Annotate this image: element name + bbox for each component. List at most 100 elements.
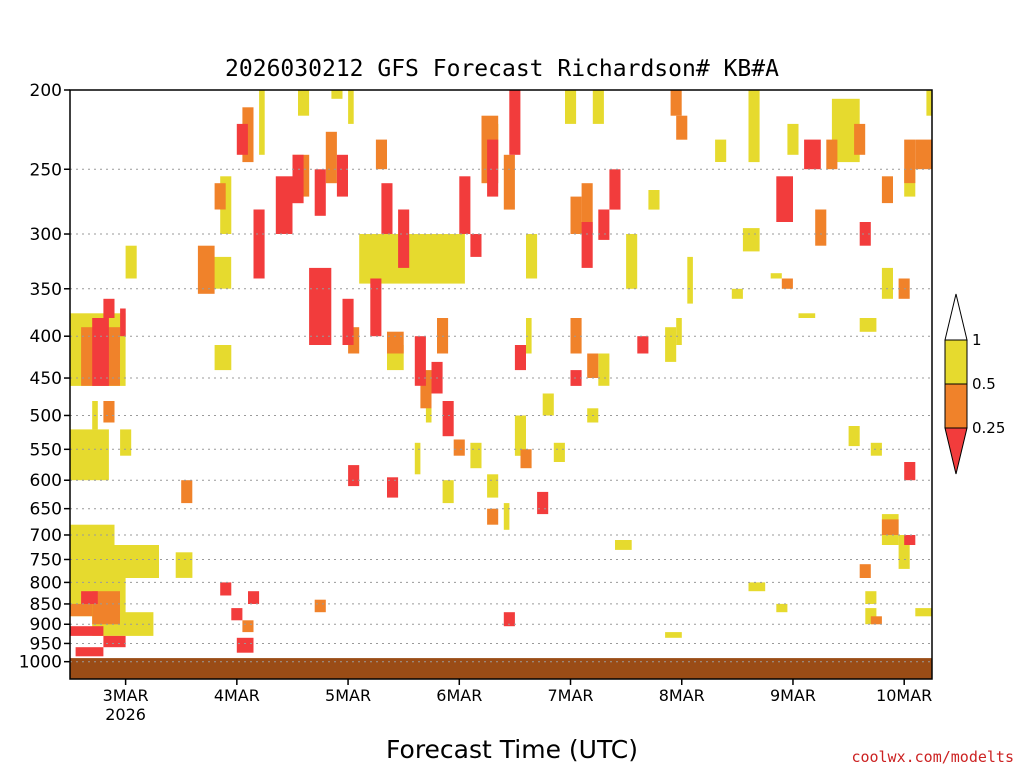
ri-cell-yellow (442, 480, 454, 504)
legend-swatch-yellow (944, 339, 968, 385)
y-tick-label: 500 (30, 406, 62, 426)
ri-cell-red (387, 477, 399, 498)
ri-cell-orange (815, 209, 827, 246)
ri-cell-yellow (787, 123, 799, 155)
legend-bottom-arrow (944, 427, 968, 475)
ri-cell-yellow (865, 591, 877, 604)
ri-cell-orange (325, 131, 337, 184)
ri-cell-yellow (359, 234, 465, 284)
y-tick-label: 200 (30, 81, 62, 101)
y-tick-label: 750 (30, 550, 62, 570)
ri-cell-orange (453, 439, 465, 456)
ri-cell-yellow (770, 273, 782, 279)
ri-cell-orange (420, 370, 432, 409)
ri-cell-yellow (870, 442, 882, 456)
ri-cell-yellow (865, 608, 877, 625)
ri-cell-yellow (798, 313, 816, 318)
ri-cell-orange (375, 139, 387, 170)
ri-cell-orange (854, 123, 866, 155)
y-tick-label: 900 (30, 615, 62, 635)
ri-cell-red (348, 465, 360, 487)
ri-cell-red (598, 209, 610, 240)
ri-cell-yellow (742, 228, 760, 252)
y-tick-label: 550 (30, 440, 62, 460)
ri-cell-red (904, 535, 916, 545)
ri-cell-red (859, 222, 871, 246)
ri-cell-red (514, 345, 526, 371)
ri-cell-red (292, 154, 304, 204)
ri-cell-yellow (731, 288, 743, 299)
ri-cell-orange (348, 327, 360, 354)
surface-band (70, 658, 932, 679)
ri-cell-yellow (514, 415, 526, 456)
y-tick-label: 950 (30, 634, 62, 654)
ri-cell-orange (676, 115, 688, 140)
x-tick-label: 3MAR (103, 686, 149, 705)
ri-cell-orange (242, 107, 254, 163)
ri-cell-red (248, 591, 260, 604)
ri-cell-yellow (503, 503, 510, 530)
ri-cell-orange (587, 353, 599, 378)
chart-title: 2026030212 GFS Forecast Richardson# KB#A (225, 56, 779, 82)
ri-cell-red (370, 278, 382, 337)
surface-ground-band (70, 658, 932, 679)
ri-cell-yellow (259, 90, 265, 155)
ri-cell-red (103, 298, 115, 318)
ri-cell-red (470, 234, 482, 257)
ri-cell-red (92, 318, 109, 386)
ri-cell-yellow (487, 474, 499, 498)
ri-cell-red (220, 582, 232, 596)
y-tick-label: 300 (30, 225, 62, 245)
ri-cell-red (81, 591, 98, 604)
ri-cell-red (309, 267, 332, 345)
ri-cell-yellow (553, 442, 565, 462)
y-tick-label: 850 (30, 595, 62, 615)
ri-cell-red (487, 139, 499, 197)
ri-cell-yellow (748, 582, 766, 592)
ri-cell-red (120, 308, 126, 337)
ri-cell-red (253, 209, 265, 279)
ri-cell-orange (487, 508, 499, 525)
ri-cell-yellow (687, 256, 693, 304)
ri-cell-red (459, 176, 471, 234)
plot-frame (69, 89, 933, 680)
ri-cell-orange (197, 245, 215, 294)
y-tick-label: 250 (30, 160, 62, 180)
ri-cell-orange (881, 176, 893, 204)
ri-cell-orange (103, 401, 115, 423)
ri-cell-orange (570, 318, 582, 354)
ri-cell-red (336, 154, 348, 197)
ri-cell-yellow (715, 139, 727, 162)
ri-cell-orange (859, 564, 871, 578)
y-tick-label: 1000 (19, 653, 62, 673)
ri-cell-orange (242, 620, 254, 633)
ri-cell-red (70, 626, 104, 636)
ri-cell-yellow (565, 90, 577, 124)
ri-cell-orange (581, 183, 593, 234)
ri-cell-orange (915, 139, 932, 170)
legend-label-0-25: 0.25 (972, 419, 1005, 437)
y-tick-label: 350 (30, 280, 62, 300)
ri-cell-red (570, 370, 582, 386)
ri-cell-orange (314, 599, 326, 613)
ri-cell-orange (214, 183, 226, 210)
ri-cell-yellow (592, 90, 604, 124)
ri-cell-yellow (915, 608, 932, 617)
ri-cell-red (509, 90, 521, 155)
ri-cell-yellow (598, 353, 610, 386)
legend-label-1: 1 (972, 331, 982, 349)
ri-cell-orange (781, 278, 793, 289)
ri-cell-yellow (114, 545, 154, 578)
x-tick-label: 6MAR (436, 686, 482, 705)
ri-cell-red (236, 637, 254, 653)
ri-cell-red (503, 612, 515, 627)
legend: 1 0.5 0.25 (944, 293, 1005, 475)
ri-cell-red (414, 336, 426, 386)
ri-cell-red (776, 176, 793, 222)
ri-cell-yellow (848, 426, 860, 447)
ri-cell-yellow (542, 393, 554, 416)
ri-cell-yellow (220, 176, 232, 234)
ri-cell-orange (881, 519, 899, 535)
